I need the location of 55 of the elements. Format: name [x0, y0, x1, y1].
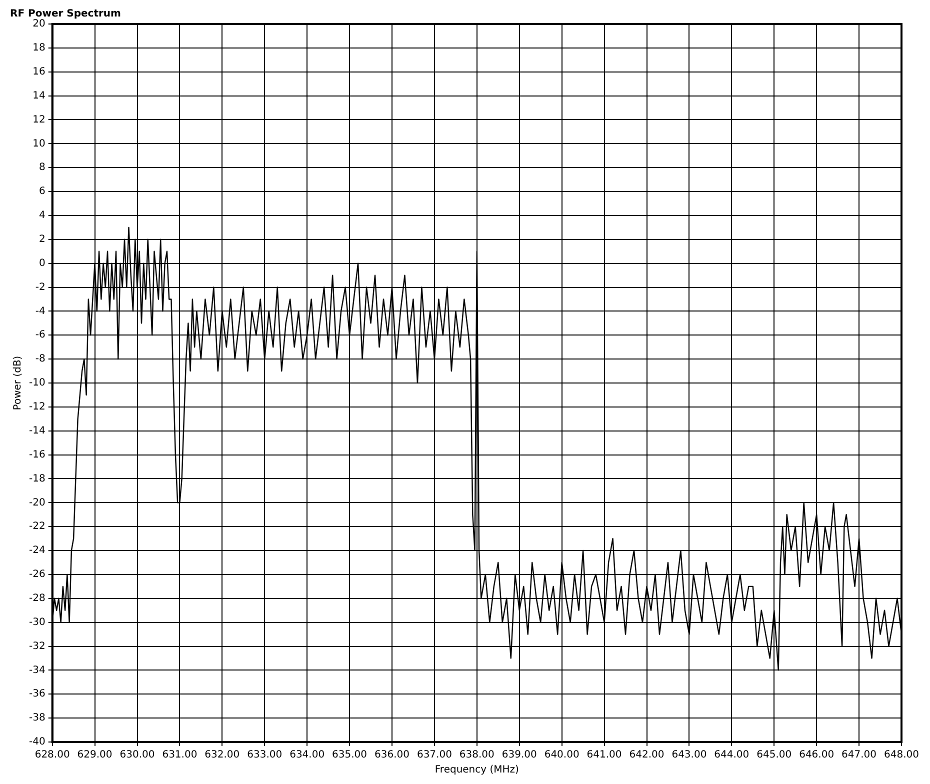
y-tick-label: -8 [35, 354, 46, 365]
y-tick-label: 20 [32, 18, 46, 30]
y-tick-label: -32 [28, 640, 46, 652]
y-tick-label: -6 [35, 330, 46, 341]
y-tick-label: 12 [32, 114, 46, 126]
x-tick-label: 636.00 [374, 750, 410, 761]
y-tick-label: -24 [28, 545, 46, 556]
x-tick-label: 628.00 [34, 750, 70, 761]
y-tick-label: 16 [32, 66, 46, 78]
y-tick-label: -26 [28, 569, 46, 580]
x-tick-label: 648.00 [884, 750, 920, 761]
y-tick-label: 4 [38, 210, 46, 222]
x-tick-label: 639.00 [502, 750, 537, 761]
y-axis-title: Power (dB) [12, 356, 24, 410]
chart-title: RF Power Spectrum [10, 8, 121, 20]
y-tick-label: -22 [28, 521, 46, 532]
x-tick-label: 633.00 [247, 750, 282, 761]
y-tick-label: 10 [32, 138, 46, 150]
x-tick-label: 634.00 [290, 750, 325, 761]
y-tick-label: -20 [28, 497, 46, 508]
y-tick-label: -18 [28, 473, 46, 484]
x-tick-label: 630.00 [120, 750, 155, 761]
y-tick-label: -4 [35, 306, 46, 317]
y-tick-label: -38 [28, 712, 46, 724]
y-tick-label: -2 [35, 282, 46, 293]
x-tick-label: 645.00 [756, 750, 792, 761]
x-tick-label: 641.00 [586, 750, 622, 761]
y-tick-label: 18 [32, 42, 46, 54]
x-tick-label: 642.00 [629, 750, 664, 761]
y-tick-label: 0 [38, 258, 46, 269]
x-axis-title: Frequency (MHz) [434, 764, 520, 776]
x-tick-label: 646.00 [799, 750, 834, 761]
y-tick-label: 8 [38, 162, 46, 174]
x-tick-label: 638.00 [459, 750, 494, 761]
x-tick-label: 640.00 [544, 750, 580, 761]
x-tick-label: 632.00 [204, 750, 240, 761]
x-tick-label: 643.00 [672, 750, 707, 761]
y-tick-label: -36 [28, 688, 46, 700]
y-tick-label: -34 [28, 664, 46, 676]
y-tick-label: -30 [28, 616, 46, 628]
y-tick-label: 2 [38, 234, 46, 245]
x-tick-label: 635.00 [332, 750, 368, 761]
y-tick-label: -40 [28, 736, 46, 748]
y-tick-label: -12 [28, 402, 46, 413]
x-tick-label: 629.00 [77, 750, 112, 761]
y-tick-label: -28 [28, 592, 46, 604]
y-tick-label: 6 [38, 186, 46, 198]
x-tick-label: 637.00 [416, 750, 452, 761]
x-tick-label: 631.00 [162, 750, 198, 761]
y-tick-label: -16 [28, 449, 46, 460]
x-tick-label: 647.00 [842, 750, 877, 761]
y-tick-label: -10 [28, 378, 46, 389]
x-tick-label: 644.00 [714, 750, 750, 761]
y-tick-label: 14 [32, 90, 46, 102]
y-tick-label: -14 [28, 425, 46, 436]
